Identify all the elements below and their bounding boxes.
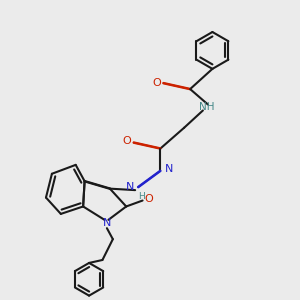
Text: N: N: [103, 218, 111, 228]
Text: N: N: [126, 182, 134, 192]
Text: N: N: [164, 164, 173, 174]
Text: O: O: [123, 136, 131, 146]
Text: H: H: [139, 192, 145, 201]
Text: O: O: [144, 194, 153, 204]
Text: O: O: [152, 78, 161, 88]
Text: NH: NH: [199, 102, 214, 112]
